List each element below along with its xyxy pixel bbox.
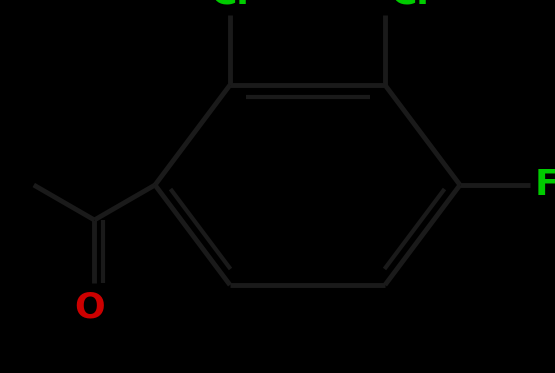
- Text: Cl: Cl: [390, 0, 429, 10]
- Text: O: O: [74, 291, 105, 325]
- Text: F: F: [535, 168, 555, 202]
- Text: Cl: Cl: [211, 0, 249, 10]
